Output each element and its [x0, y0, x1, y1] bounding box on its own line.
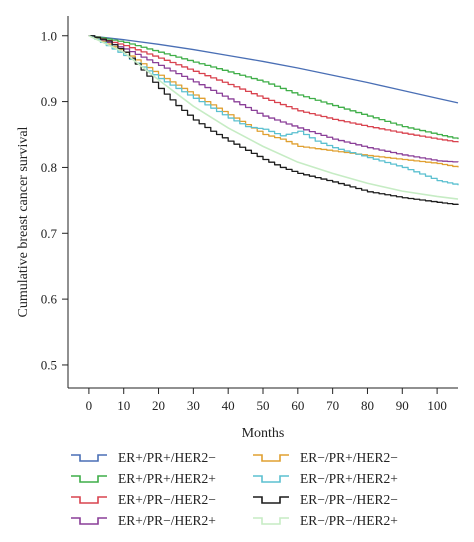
legend-item: ER+/PR−/HER2+ [70, 511, 216, 531]
legend-label: ER−/PR−/HER2+ [300, 513, 398, 528]
legend-swatch [252, 516, 290, 526]
legend: ER+/PR+/HER2− ER+/PR+/HER2+ ER+/PR−/HER2− E… [62, 448, 462, 536]
legend-label: ER+/PR+/HER2+ [118, 471, 216, 486]
x-tick-label: 70 [326, 398, 339, 413]
x-tick-label: 30 [187, 398, 200, 413]
x-tick-label: 40 [222, 398, 235, 413]
series-line-8 [88, 35, 459, 200]
legend-swatch [252, 453, 290, 463]
legend-label: ER−/PR+/HER2+ [300, 471, 398, 486]
legend-swatch [70, 495, 108, 505]
legend-swatch [70, 474, 108, 484]
series-line-6 [88, 35, 459, 186]
legend-item: ER−/PR+/HER2+ [252, 469, 398, 489]
legend-swatch [70, 453, 108, 463]
legend-item: ER+/PR+/HER2+ [70, 469, 216, 489]
series-line-5 [88, 35, 459, 168]
x-tick-label: 90 [396, 398, 409, 413]
x-axis-title: Months [242, 426, 285, 441]
y-axis-title: Cumulative breast cancer survival [16, 126, 31, 317]
x-tick-label: 0 [86, 398, 93, 413]
y-tick-label: 0.5 [41, 357, 57, 372]
x-tick-label: 60 [291, 398, 304, 413]
legend-label: ER+/PR−/HER2− [118, 492, 216, 507]
axes-layer [67, 16, 458, 389]
series-line-4 [88, 35, 459, 163]
legend-swatch [252, 495, 290, 505]
series-line-2 [88, 35, 459, 140]
legend-swatch [70, 516, 108, 526]
series-line-7 [88, 35, 459, 205]
series-line-1 [88, 35, 459, 104]
legend-item: ER−/PR−/HER2− [252, 490, 398, 510]
x-tick-label: 100 [427, 398, 447, 413]
x-ticks: 0 10 20 30 40 50 60 70 80 90 100 [86, 388, 447, 413]
legend-label: ER−/PR+/HER2− [300, 450, 398, 465]
x-tick-label: 50 [257, 398, 270, 413]
y-tick-label: 1.0 [41, 28, 57, 43]
series-layer [88, 35, 459, 205]
legend-label: ER+/PR−/HER2+ [118, 513, 216, 528]
y-tick-label: 0.9 [41, 94, 57, 109]
legend-label: ER−/PR−/HER2− [300, 492, 398, 507]
legend-label: ER+/PR+/HER2− [118, 450, 216, 465]
y-ticks: 0.5 0.6 0.7 0.8 0.9 1.0 [41, 28, 68, 372]
x-tick-label: 20 [152, 398, 165, 413]
y-tick-label: 0.7 [41, 226, 58, 241]
x-tick-label: 10 [117, 398, 130, 413]
y-tick-label: 0.6 [41, 292, 58, 307]
legend-item: ER−/PR−/HER2+ [252, 511, 398, 531]
legend-item: ER+/PR+/HER2− [70, 448, 216, 468]
y-tick-label: 0.8 [41, 160, 57, 175]
x-tick-label: 80 [361, 398, 374, 413]
legend-item: ER+/PR−/HER2− [70, 490, 216, 510]
legend-swatch [252, 474, 290, 484]
legend-item: ER−/PR+/HER2− [252, 448, 398, 468]
series-line-3 [88, 35, 459, 143]
